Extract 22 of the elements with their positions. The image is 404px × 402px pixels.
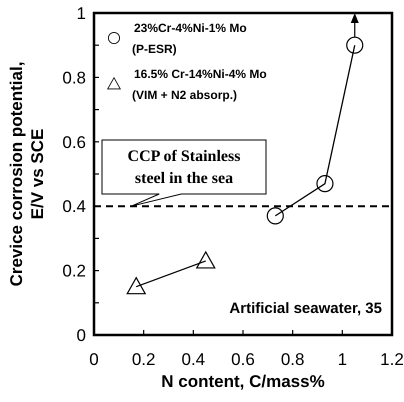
x-tick-label: 0 xyxy=(89,350,99,369)
x-tick-label: 0.4 xyxy=(182,350,206,369)
x-tick-label: 0.6 xyxy=(231,350,255,369)
x-axis-title: N content, C/mass% xyxy=(161,372,325,391)
y-tick-label: 0.6 xyxy=(62,132,86,152)
y-tick-label: 0.2 xyxy=(62,262,86,281)
y-axis-title: Crevice corrosion potential, E/V vs SCE xyxy=(7,62,47,286)
annotation: Artificial seawater, 35 xyxy=(229,300,382,317)
x-tick-label: 0.2 xyxy=(132,350,156,369)
point xyxy=(266,207,284,224)
x-tick-label: 0.8 xyxy=(280,350,304,369)
y-tick-label: 1 xyxy=(76,4,86,23)
y-tick-label: 0.4 xyxy=(62,197,86,216)
legend-label: 23%Cr-4%Ni-1% Mo (P-ESR) xyxy=(132,21,247,56)
y-tick-label: 0.8 xyxy=(62,68,86,88)
annotation: CCP of Stainless steel in the sea xyxy=(128,148,240,187)
point xyxy=(346,36,364,54)
x-tick-label: 1 xyxy=(338,350,348,369)
x-tick-label: 1.2 xyxy=(380,350,404,369)
y-tick-label: 0 xyxy=(76,326,86,345)
point xyxy=(316,175,334,192)
legend-label: 16.5% Cr-14%Ni-4% Mo (VIM + N2 absorp.) xyxy=(132,67,267,102)
